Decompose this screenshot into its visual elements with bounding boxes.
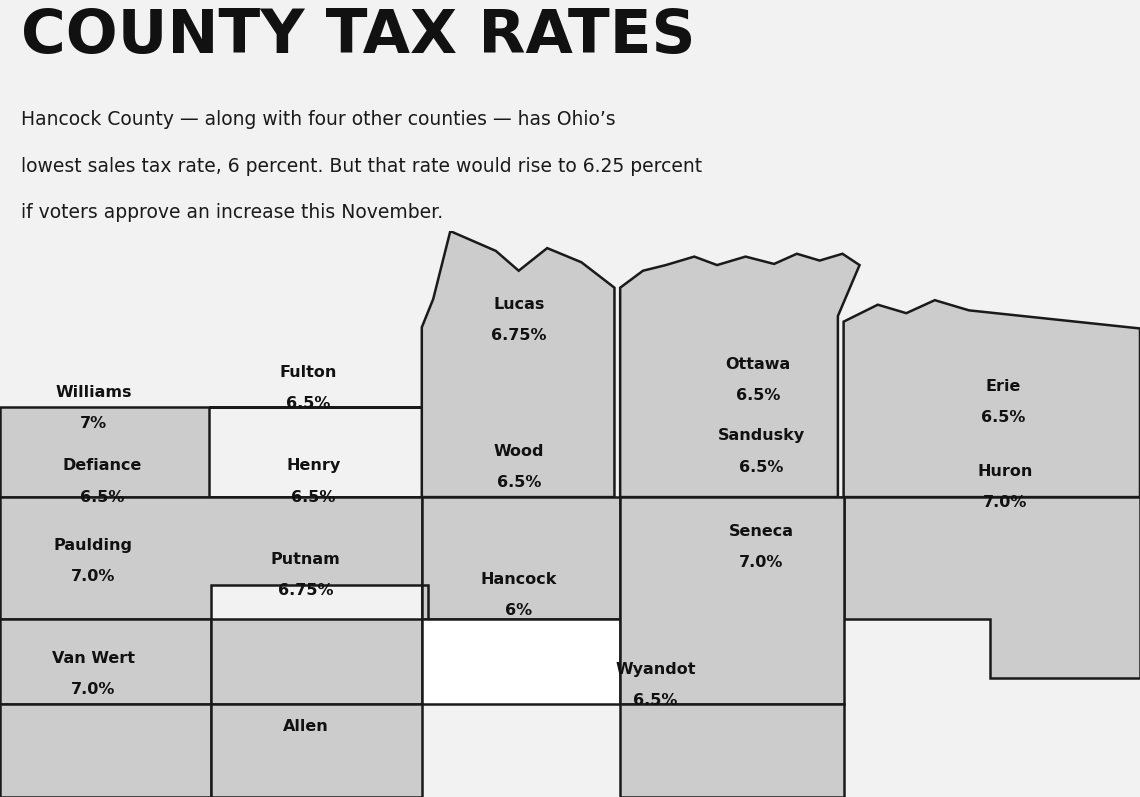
Text: Paulding: Paulding xyxy=(54,538,133,552)
Text: Seneca: Seneca xyxy=(728,524,795,539)
Polygon shape xyxy=(620,253,860,497)
Polygon shape xyxy=(0,406,428,497)
Text: 7%: 7% xyxy=(80,416,107,431)
Text: 6.5%: 6.5% xyxy=(286,396,329,411)
Text: Van Wert: Van Wert xyxy=(52,651,135,665)
Text: 6.5%: 6.5% xyxy=(292,489,335,505)
Text: Allen: Allen xyxy=(283,719,328,734)
Polygon shape xyxy=(211,585,428,704)
Polygon shape xyxy=(211,704,422,797)
Text: 6.5%: 6.5% xyxy=(982,410,1025,426)
Polygon shape xyxy=(422,497,428,618)
Text: Putnam: Putnam xyxy=(270,552,341,567)
Text: Huron: Huron xyxy=(978,464,1033,479)
Polygon shape xyxy=(209,406,428,497)
Text: 6.75%: 6.75% xyxy=(491,328,546,344)
Polygon shape xyxy=(0,497,428,618)
Text: COUNTY TAX RATES: COUNTY TAX RATES xyxy=(21,7,695,66)
Text: 6%: 6% xyxy=(505,603,532,618)
Polygon shape xyxy=(620,497,844,704)
Text: Hancock County — along with four other counties — has Ohio’s: Hancock County — along with four other c… xyxy=(21,110,616,129)
Polygon shape xyxy=(422,618,620,704)
Text: Henry: Henry xyxy=(286,458,341,473)
Text: 6.5%: 6.5% xyxy=(497,476,540,490)
Polygon shape xyxy=(0,618,211,704)
Polygon shape xyxy=(422,497,620,618)
Text: 7.0%: 7.0% xyxy=(72,569,115,584)
Text: lowest sales tax rate, 6 percent. But that rate would rise to 6.25 percent: lowest sales tax rate, 6 percent. But th… xyxy=(21,156,701,175)
Text: Fulton: Fulton xyxy=(279,365,336,380)
Text: Wood: Wood xyxy=(494,444,544,459)
Text: 7.0%: 7.0% xyxy=(984,495,1027,510)
Text: 6.5%: 6.5% xyxy=(740,460,783,474)
Polygon shape xyxy=(0,704,211,797)
Polygon shape xyxy=(620,704,844,797)
Text: Hancock: Hancock xyxy=(481,571,556,587)
Text: 6.5%: 6.5% xyxy=(634,693,677,709)
Text: 6.5%: 6.5% xyxy=(736,387,780,402)
Text: 7.0%: 7.0% xyxy=(72,682,115,697)
Polygon shape xyxy=(844,497,1140,678)
Text: Erie: Erie xyxy=(985,379,1021,395)
Text: 7.0%: 7.0% xyxy=(740,555,783,570)
Text: Ottawa: Ottawa xyxy=(725,356,791,371)
Text: Williams: Williams xyxy=(55,385,132,400)
Polygon shape xyxy=(844,300,1140,497)
Text: Wyandot: Wyandot xyxy=(616,662,695,677)
Text: Defiance: Defiance xyxy=(63,458,142,473)
Text: if voters approve an increase this November.: if voters approve an increase this Novem… xyxy=(21,203,442,222)
Text: 6.75%: 6.75% xyxy=(278,583,333,598)
Text: Sandusky: Sandusky xyxy=(718,429,805,443)
Text: Lucas: Lucas xyxy=(492,297,545,312)
Polygon shape xyxy=(422,231,614,497)
Text: 6.5%: 6.5% xyxy=(81,489,124,505)
